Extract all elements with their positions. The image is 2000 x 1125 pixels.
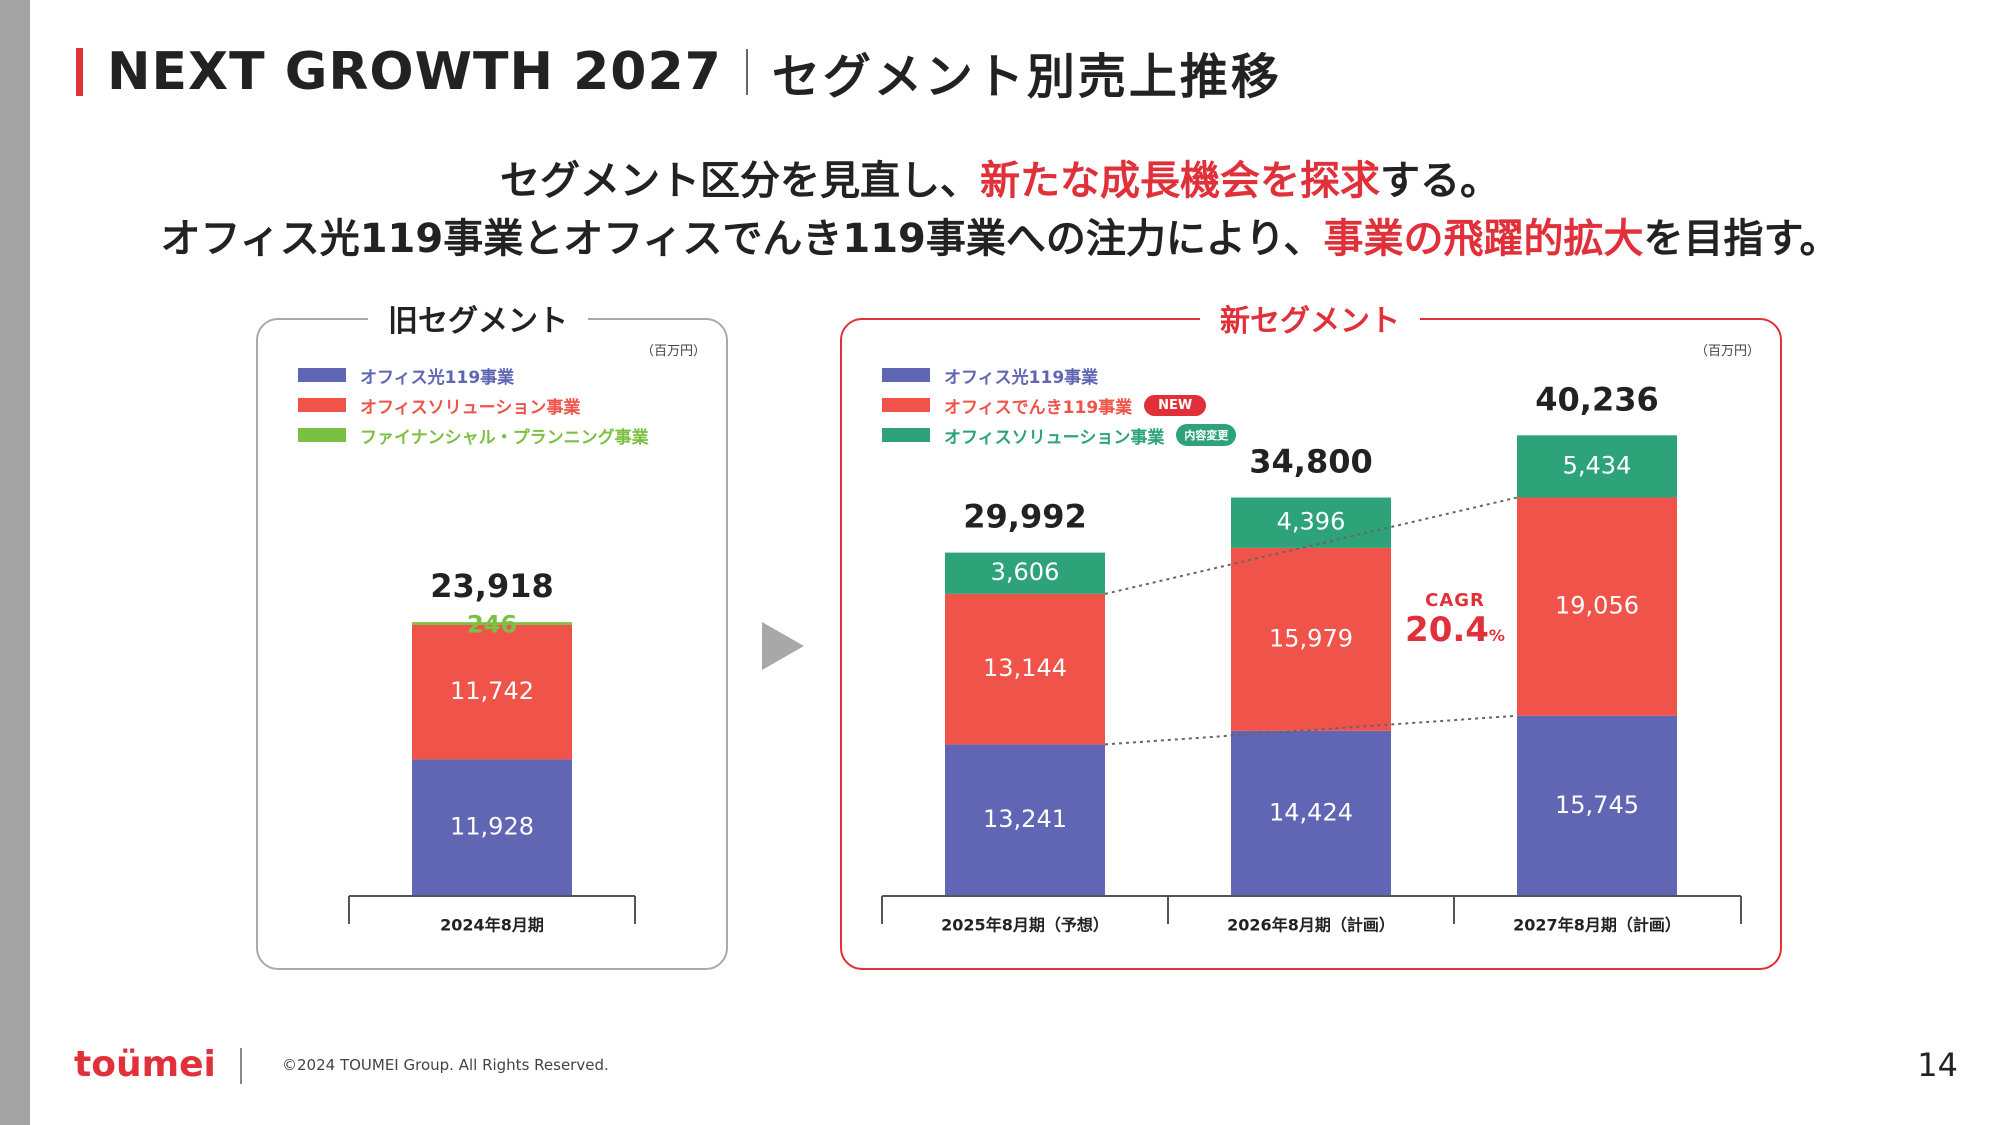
old-legend-item: オフィスソリューション事業 (298, 390, 649, 420)
trend-line-hikari (1104, 714, 1518, 746)
legend-swatch (298, 398, 346, 412)
lead-2c: を目指す。 (1643, 216, 1840, 262)
bar-value-label: 13,241 (983, 805, 1067, 833)
legend-label: ファイナンシャル・プランニング事業 (360, 427, 649, 448)
bar-segment (1517, 497, 1677, 716)
bar-segment (1517, 715, 1677, 896)
copyright-text: ©2024 TOUMEI Group. All Rights Reserved. (282, 1056, 609, 1074)
bar-total-label: 23,918 (430, 567, 553, 605)
bar-segment (1517, 435, 1677, 498)
legend-swatch (882, 368, 930, 382)
old-segment-panel: 旧セグメント （百万円） オフィス光119事業 オフィスソリューション事業 ファ… (256, 296, 728, 970)
new-unit-label: （百万円） (1694, 344, 1760, 359)
legend-swatch (298, 428, 346, 442)
legend-label: オフィス光119事業 (944, 367, 1099, 388)
category-label: 2025年8月期（予想） (941, 916, 1109, 935)
bar-value-label: 246 (467, 611, 517, 639)
bar-value-label: 5,434 (1563, 451, 1632, 479)
bar-total-label: 34,800 (1249, 443, 1372, 481)
lead-1c: する。 (1380, 158, 1500, 204)
new-legend-item: オフィスでんき119事業 NEW (882, 390, 1236, 420)
new-legend-item: オフィスソリューション事業 内容変更 (882, 420, 1237, 450)
bar-total-label: 29,992 (963, 498, 1086, 536)
old-segment-title: 旧セグメント (368, 296, 588, 340)
lead-1a: セグメント区分を見直し、 (500, 158, 980, 204)
slide-header: NEXT GROWTH 2027 セグメント別売上推移 (76, 42, 1282, 105)
trend-line-denki (1104, 496, 1518, 595)
category-label: 2024年8月期 (440, 916, 544, 935)
new-legend: オフィス光119事業 オフィスでんき119事業 NEW オフィスソリューション事業… (882, 360, 1237, 450)
legend-label: オフィスでんき119事業 (944, 397, 1133, 418)
bar-value-label: 11,742 (450, 677, 534, 705)
cagr-value: 20.4 (1405, 610, 1489, 650)
page-number: 14 (1917, 1046, 1958, 1084)
legend-swatch (298, 368, 346, 382)
legend-swatch (882, 428, 930, 442)
old-legend: オフィス光119事業 オフィスソリューション事業 ファイナンシャル・プランニング… (298, 360, 649, 450)
lead-1-highlight: 新たな成長機会を探求 (980, 158, 1380, 204)
legend-label: オフィス光119事業 (360, 367, 515, 388)
footer-divider (240, 1048, 242, 1084)
bar-value-label: 11,928 (450, 813, 534, 841)
lead-2a: オフィス光119事業とオフィスでんき119事業への注力により、 (160, 216, 1324, 262)
bar-segment (945, 593, 1105, 745)
legend-swatch (882, 398, 930, 412)
new-badge: NEW (1144, 394, 1207, 416)
old-legend-item: ファイナンシャル・プランニング事業 (298, 420, 649, 450)
company-logo: toümei (74, 1044, 216, 1085)
new-legend-item: オフィス光119事業 (882, 360, 1236, 390)
bar-value-label: 3,606 (991, 558, 1060, 586)
changed-badge: 内容変更 (1176, 424, 1237, 446)
slide-subtitle: セグメント別売上推移 (771, 49, 1282, 105)
bar-segment (412, 624, 572, 760)
legend-label: オフィスソリューション事業 (360, 397, 581, 418)
new-segment-title: 新セグメント (1200, 296, 1420, 340)
lead-line-2: オフィス光119事業とオフィスでんき119事業への注力により、事業の飛躍的拡大を… (0, 206, 2000, 264)
bar-segment (1231, 497, 1391, 548)
bar-segment (1231, 547, 1391, 731)
category-label: 2027年8月期（計画） (1513, 916, 1681, 935)
left-edge-bar (0, 0, 30, 1125)
cagr-label: CAGR (1425, 590, 1485, 611)
category-label: 2026年8月期（計画） (1227, 916, 1395, 935)
bar-total-label: 40,236 (1535, 380, 1658, 418)
bar-value-label: 14,424 (1269, 798, 1353, 826)
bar-value-label: 4,396 (1277, 508, 1346, 536)
new-segment-panel: 新セグメント （百万円） オフィス光119事業 オフィスでんき119事業 NEW … (840, 296, 1782, 970)
bar-value-label: 15,979 (1269, 624, 1353, 652)
bar-segment (945, 552, 1105, 594)
bar-value-label: 15,745 (1555, 791, 1639, 819)
transition-arrow-icon (762, 622, 804, 670)
title-divider (745, 49, 748, 95)
bar-segment (945, 744, 1105, 896)
bar-segment (412, 759, 572, 896)
old-unit-label: （百万円） (640, 344, 706, 359)
old-legend-item: オフィス光119事業 (298, 360, 649, 390)
lead-line-1: セグメント区分を見直し、新たな成長機会を探求する。 (0, 148, 2000, 206)
cagr-unit: % (1488, 626, 1505, 645)
cagr-callout: CAGR 20.4% (1390, 590, 1520, 655)
bar-value-label: 19,056 (1555, 592, 1639, 620)
bar-segment (1231, 730, 1391, 896)
legend-label: オフィスソリューション事業 (944, 427, 1165, 448)
lead-2-highlight: 事業の飛躍的拡大 (1323, 216, 1644, 262)
bar-segment (412, 622, 572, 625)
title-accent-bar (76, 48, 83, 96)
bar-value-label: 13,144 (983, 654, 1067, 682)
slide-title: NEXT GROWTH 2027 (107, 42, 722, 102)
